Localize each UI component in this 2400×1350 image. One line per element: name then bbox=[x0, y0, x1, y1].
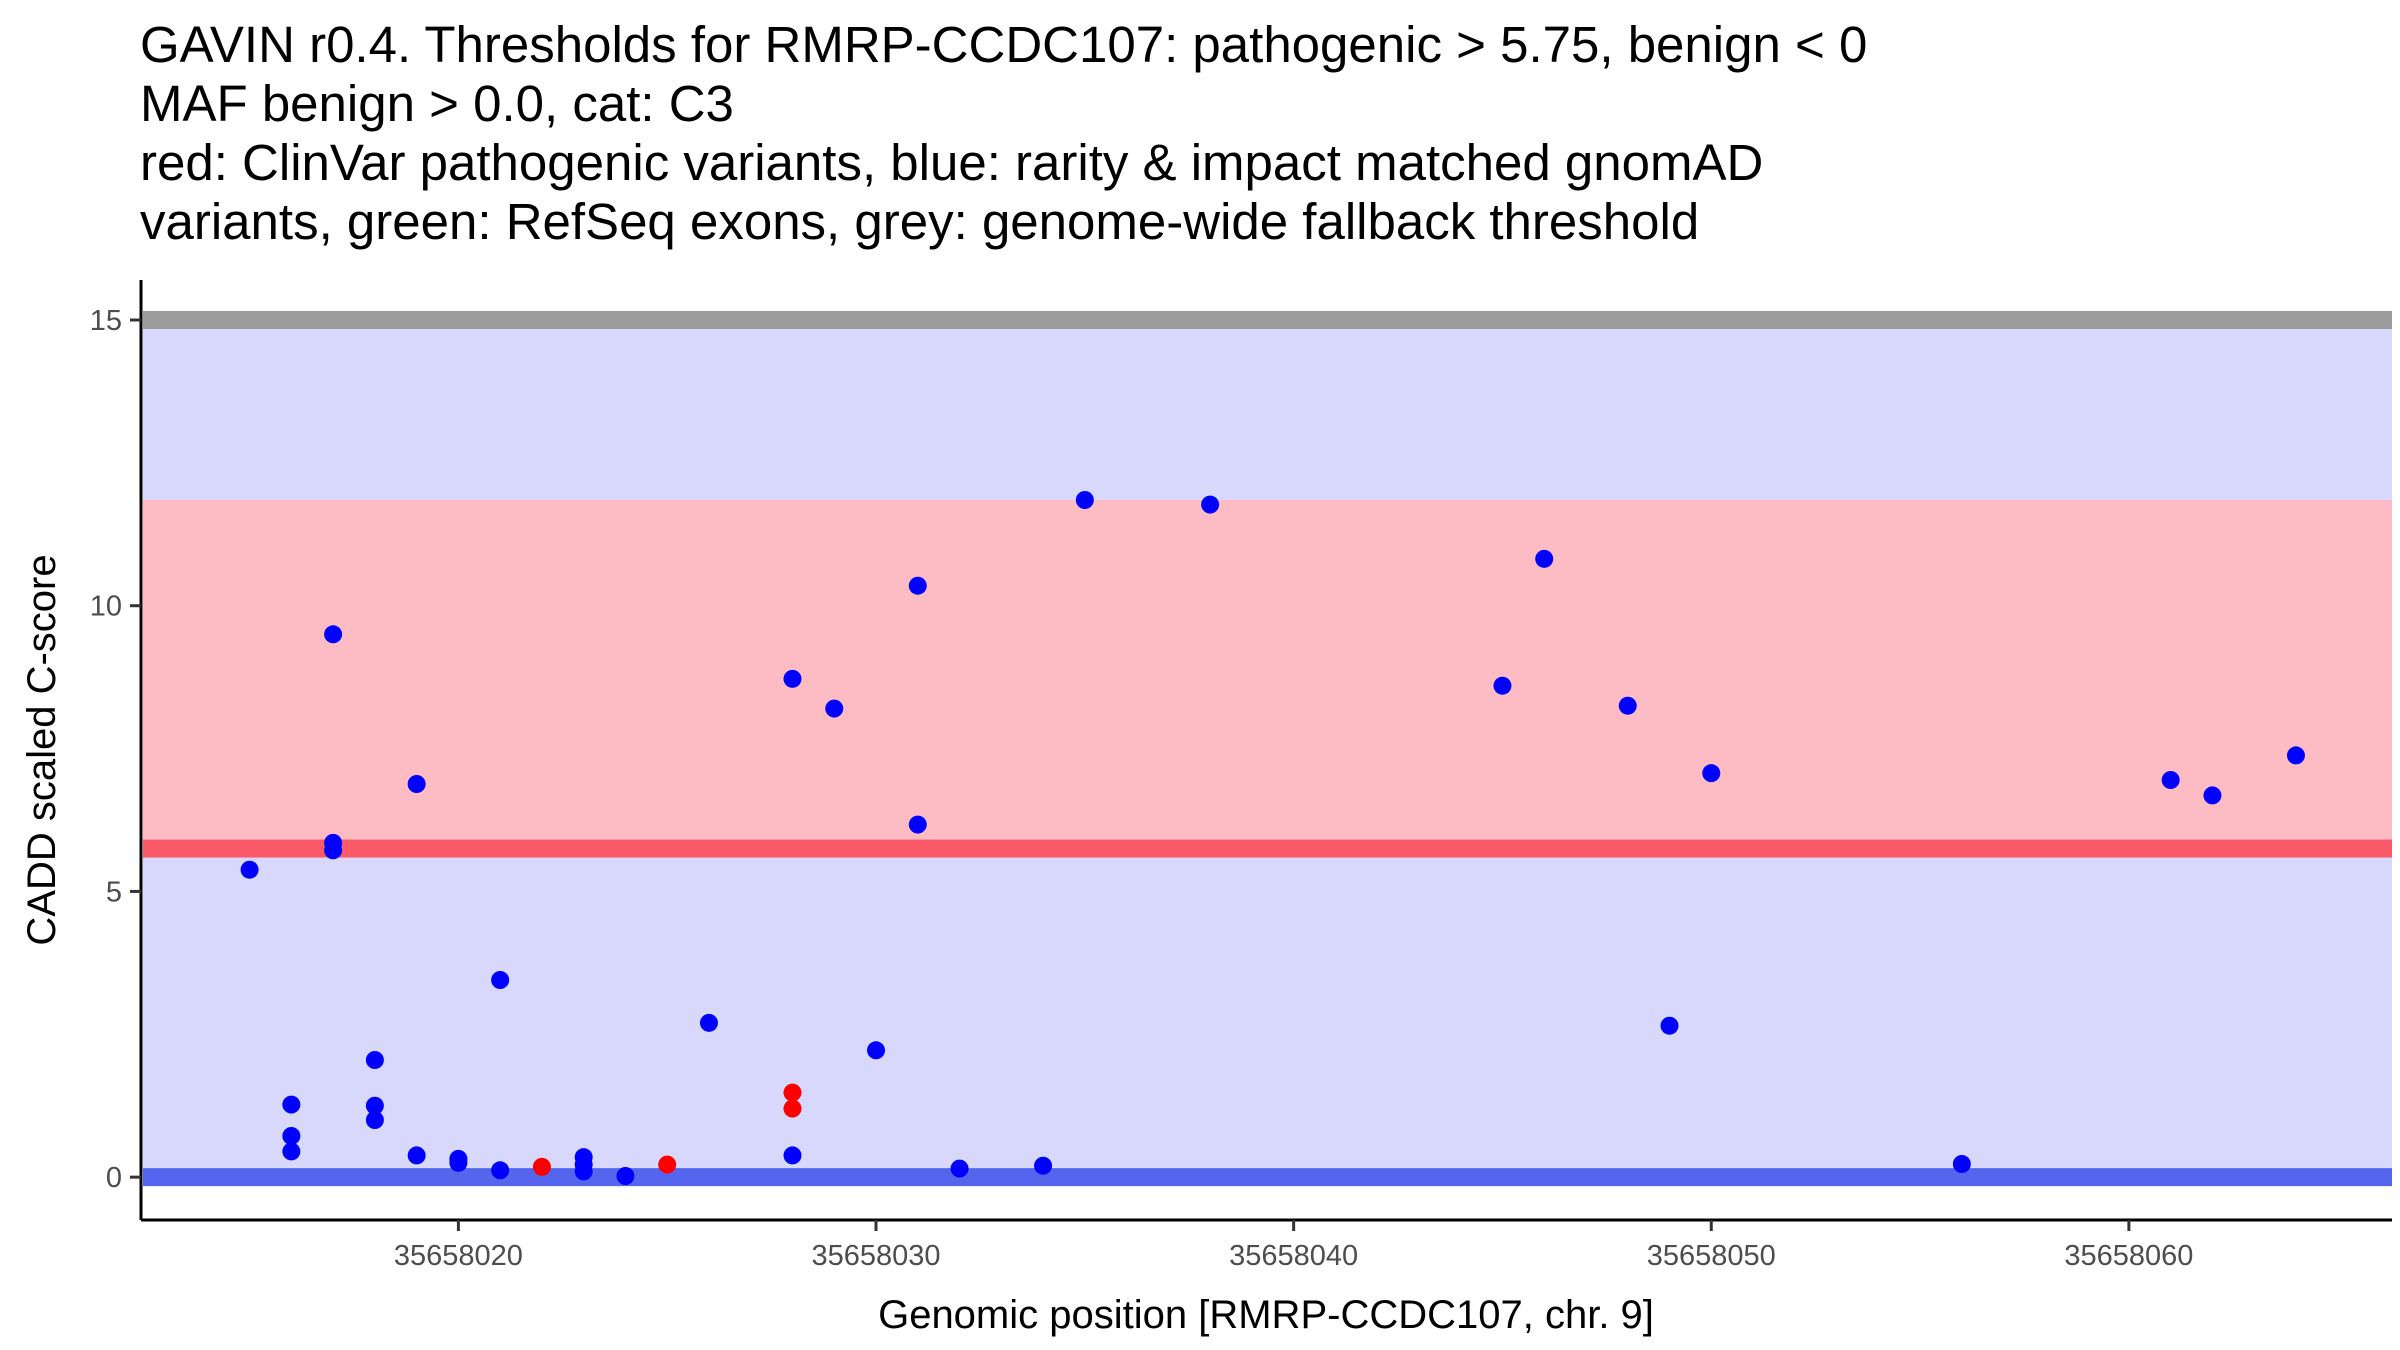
x-axis-title: Genomic position [RMRP-CCDC107, chr. 9] bbox=[878, 1293, 1654, 1337]
axes bbox=[139, 280, 2392, 1222]
pathogenic-range-band bbox=[143, 500, 2392, 849]
benign-threshold-line bbox=[143, 1168, 2392, 1187]
y-tick-label: 0 bbox=[106, 1162, 122, 1194]
gnomad-variant-point bbox=[1660, 1016, 1679, 1035]
y-tick-label: 15 bbox=[90, 305, 122, 337]
clinvar-pathogenic-point bbox=[783, 1099, 802, 1118]
gnomad-variant-point bbox=[1034, 1156, 1053, 1175]
gnomad-variant-point bbox=[1618, 696, 1637, 715]
title-line-3: red: ClinVar pathogenic variants, blue: … bbox=[140, 134, 1763, 191]
clinvar-pathogenic-point bbox=[532, 1157, 551, 1176]
pathogenic-threshold-line bbox=[143, 839, 2392, 858]
gnomad-variant-point bbox=[282, 1127, 301, 1145]
title-line-2: MAF benign > 0.0, cat: C3 bbox=[140, 75, 734, 132]
clinvar-pathogenic-point bbox=[783, 1083, 802, 1102]
gnomad-variant-point bbox=[365, 1096, 384, 1115]
gnomad-variant-point bbox=[908, 815, 927, 834]
gnomad-variant-point bbox=[616, 1167, 635, 1185]
x-tick-label: 35658020 bbox=[394, 1240, 523, 1272]
gnomad-variant-point bbox=[2161, 771, 2180, 789]
gnomad-variant-point bbox=[282, 1095, 301, 1114]
gnomad-variant-point bbox=[825, 699, 844, 718]
y-axis-title: CADD scaled C-score bbox=[20, 554, 64, 945]
x-tick-label: 35658050 bbox=[1647, 1240, 1776, 1272]
genome-wide-fallback-threshold-line bbox=[143, 311, 2392, 329]
gnomad-variant-point bbox=[908, 576, 927, 595]
gnomad-variant-point bbox=[1952, 1155, 1971, 1173]
gnomad-variant-point bbox=[1493, 676, 1512, 695]
gnomad-variant-point bbox=[783, 1146, 802, 1165]
gnomad-variant-point bbox=[282, 1142, 301, 1161]
x-tick-label: 35658060 bbox=[2064, 1240, 2193, 1272]
gnomad-variant-point bbox=[324, 841, 343, 860]
gnomad-variant-point bbox=[407, 775, 426, 793]
gnomad-variant-point bbox=[491, 1161, 510, 1180]
gnomad-variant-point bbox=[491, 971, 510, 989]
gnomad-variant-point bbox=[574, 1162, 593, 1181]
gnomad-variant-point bbox=[950, 1159, 969, 1178]
gnomad-variant-point bbox=[1201, 495, 1220, 514]
gnomad-variant-point bbox=[365, 1111, 384, 1129]
gnomad-variant-point bbox=[699, 1013, 718, 1032]
y-tick-label: 10 bbox=[90, 591, 122, 623]
gnomad-variant-point bbox=[365, 1051, 384, 1069]
threshold-bands bbox=[143, 320, 2392, 1178]
title-line-4: variants, green: RefSeq exons, grey: gen… bbox=[140, 193, 1699, 250]
gnomad-variant-point bbox=[2286, 746, 2305, 765]
title-line-1: GAVIN r0.4. Thresholds for RMRP-CCDC107:… bbox=[140, 16, 1867, 73]
gnomad-variant-point bbox=[407, 1146, 426, 1165]
gnomad-variant-point bbox=[867, 1041, 886, 1060]
chart-title: GAVIN r0.4. Thresholds for RMRP-CCDC107:… bbox=[140, 16, 1867, 250]
gnomad-variant-point bbox=[324, 625, 343, 644]
x-axis-ticks: 35658020 35658030 35658040 35658050 35658060 bbox=[394, 1220, 2193, 1272]
gnomad-variant-point bbox=[2203, 786, 2222, 805]
data-points bbox=[240, 491, 2305, 1185]
threshold-lines bbox=[143, 311, 2392, 1187]
clinvar-pathogenic-point bbox=[658, 1155, 677, 1174]
x-tick-label: 35658040 bbox=[1229, 1240, 1358, 1272]
x-tick-label: 35658030 bbox=[812, 1240, 941, 1272]
gnomad-variant-point bbox=[1075, 491, 1094, 509]
y-axis-ticks: 0 5 10 15 bbox=[90, 305, 141, 1194]
gnomad-variant-point bbox=[1702, 764, 1721, 783]
gnomad-variant-point bbox=[783, 669, 802, 688]
gnomad-variant-point bbox=[240, 860, 259, 879]
gnomad-variant-point bbox=[449, 1153, 468, 1172]
y-tick-label: 5 bbox=[106, 876, 122, 908]
gnomad-variant-point bbox=[1535, 549, 1554, 568]
